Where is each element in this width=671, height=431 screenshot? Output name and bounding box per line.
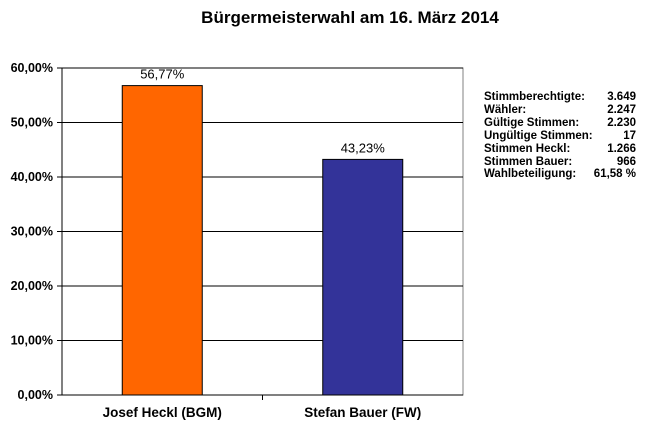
stat-value: 17 [623, 129, 636, 142]
stat-row: Stimmen Heckl: 1.266 [484, 143, 636, 156]
stat-label: Stimmen Heckl: [484, 142, 571, 155]
stat-row: Stimmen Bauer: 966 [484, 156, 636, 169]
stat-value: 966 [616, 155, 636, 168]
stat-label: Wahlbeteiligung: [484, 168, 577, 181]
y-tick-label: 30,00% [11, 225, 53, 239]
y-tick-label: 60,00% [11, 61, 53, 75]
stats-panel: Stimmberechtigte: 3.649 Wähler: 2.247 Gültig… [484, 91, 636, 181]
stat-label: Stimmberechtigte: [484, 91, 585, 103]
bar [121, 85, 203, 396]
chart-title: Bürgermeisterwahl am 16. März 2014 [201, 8, 499, 27]
x-category-label: Stefan Bauer (FW) [304, 405, 421, 420]
y-tick-label: 10,00% [11, 334, 53, 348]
stat-row: Wähler: 2.247 [484, 104, 636, 117]
bar [322, 158, 404, 396]
stat-label: Stimmen Bauer: [484, 155, 573, 168]
stat-value: 2.230 [607, 116, 636, 129]
stat-value: 3.649 [607, 91, 636, 103]
stat-value: 2.247 [607, 103, 636, 116]
stat-value: 1.266 [607, 142, 636, 155]
stat-value: 61,58 % [593, 168, 636, 181]
y-tick-label: 50,00% [11, 116, 53, 130]
stat-row: Ungültige Stimmen: 17 [484, 130, 636, 143]
stat-row: Gültige Stimmen: 2.230 [484, 117, 636, 130]
stat-row: Stimmberechtigte: 3.649 [484, 91, 636, 104]
stat-label: Ungültige Stimmen: [484, 129, 593, 142]
stat-label: Gültige Stimmen: [484, 116, 580, 129]
y-tick-label: 0,00% [18, 388, 53, 402]
stat-label: Wähler: [484, 103, 527, 116]
x-category-label: Josef Heckl (BGM) [103, 405, 222, 420]
data-label: 43,23% [341, 140, 386, 155]
stat-row: Wahlbeteiligung: 61,58 % [484, 168, 636, 181]
data-label: 56,77% [140, 67, 185, 82]
y-tick-label: 20,00% [11, 279, 53, 293]
y-tick-label: 40,00% [11, 170, 53, 184]
